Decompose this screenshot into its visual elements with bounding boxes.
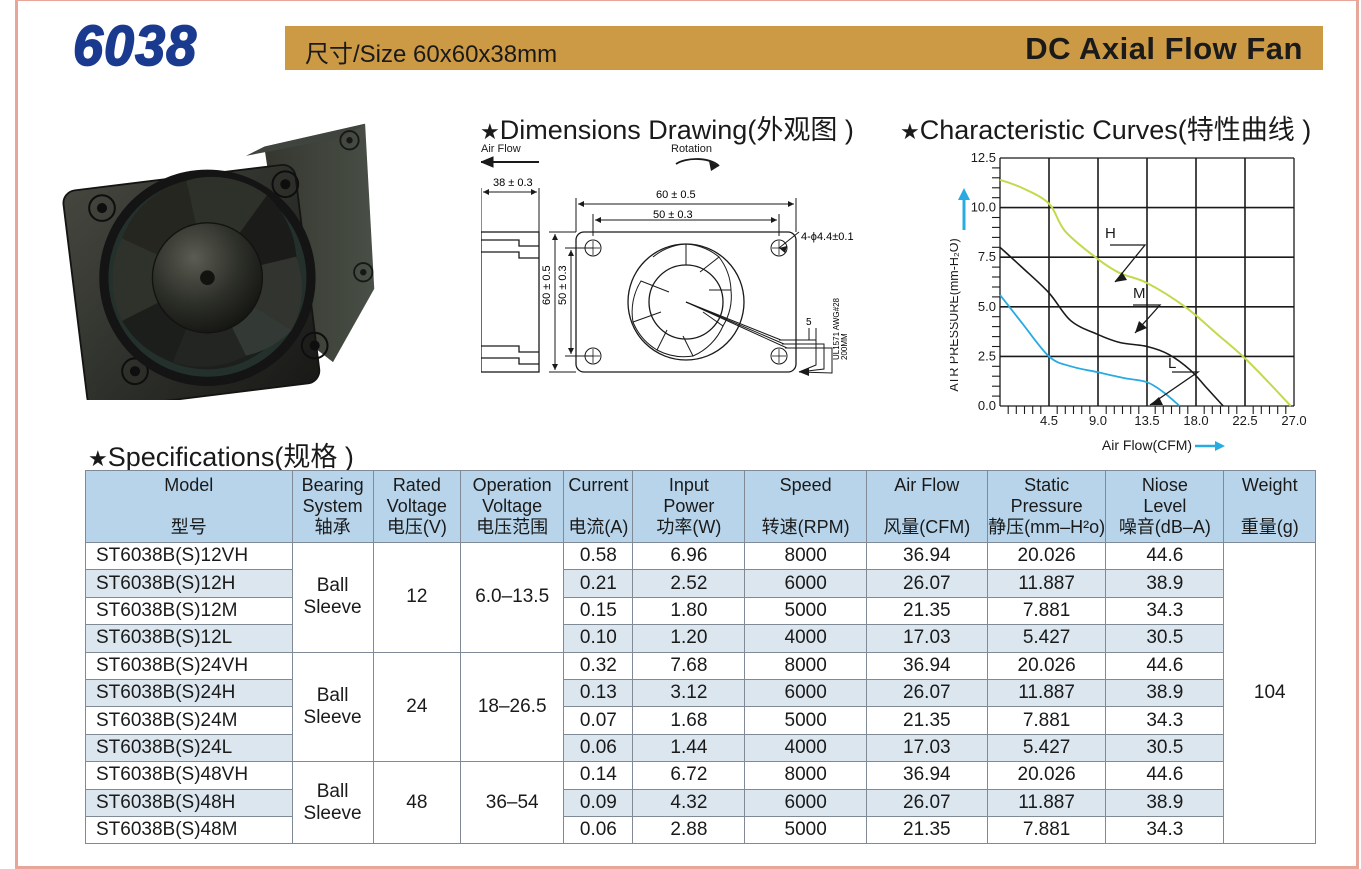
svg-text:5: 5 xyxy=(806,317,812,328)
svg-text:50 ± 0.3: 50 ± 0.3 xyxy=(557,265,569,305)
svg-text:13.5: 13.5 xyxy=(1134,413,1159,428)
svg-text:Rotation: Rotation xyxy=(671,143,712,155)
svg-text:5.0: 5.0 xyxy=(978,299,996,314)
svg-text:7.5: 7.5 xyxy=(978,249,996,264)
svg-text:38 ± 0.3: 38 ± 0.3 xyxy=(493,177,533,189)
svg-text:18.0: 18.0 xyxy=(1183,413,1208,428)
svg-text:22.5: 22.5 xyxy=(1232,413,1257,428)
svg-text:H: H xyxy=(1105,225,1116,242)
svg-text:60 ± 0.5: 60 ± 0.5 xyxy=(656,189,696,201)
svg-text:0.0: 0.0 xyxy=(978,398,996,413)
svg-text:60 ± 0.5: 60 ± 0.5 xyxy=(541,265,553,305)
svg-text:L: L xyxy=(1168,355,1176,372)
svg-text:12.5: 12.5 xyxy=(971,150,996,165)
svg-text:27.0: 27.0 xyxy=(1281,413,1306,428)
svg-text:ATR PRESSURE(mm-H₂O): ATR PRESSURE(mm-H₂O) xyxy=(950,238,961,391)
svg-text:M: M xyxy=(1133,285,1146,302)
svg-text:50 ± 0.3: 50 ± 0.3 xyxy=(653,209,693,221)
svg-text:Air Flow(CFM): Air Flow(CFM) xyxy=(1102,437,1192,453)
svg-text:4.5: 4.5 xyxy=(1040,413,1058,428)
svg-text:200MM: 200MM xyxy=(840,333,849,360)
svg-text:9.0: 9.0 xyxy=(1089,413,1107,428)
svg-text:10.0: 10.0 xyxy=(971,200,996,215)
svg-text:Air Flow: Air Flow xyxy=(481,143,521,155)
svg-text:4-ϕ4.4±0.1: 4-ϕ4.4±0.1 xyxy=(801,231,854,243)
svg-text:2.5: 2.5 xyxy=(978,348,996,363)
